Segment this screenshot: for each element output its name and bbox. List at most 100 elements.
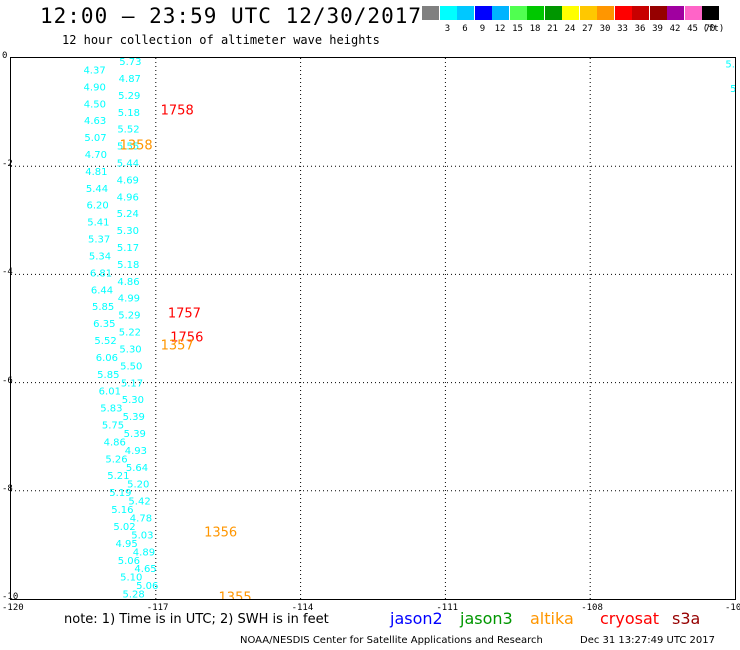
wave-height-value: 5.02 bbox=[113, 522, 135, 533]
wave-height-value: 4.96 bbox=[117, 192, 139, 203]
color-swatch bbox=[439, 6, 457, 20]
wave-height-value: 5.41 bbox=[87, 218, 109, 229]
wave-height-value: 6.01 bbox=[99, 387, 121, 398]
lat-tick-label: -10 bbox=[2, 592, 19, 602]
wave-height-value: 5.50 bbox=[120, 361, 142, 372]
wave-height-value: 5.06 bbox=[136, 581, 158, 592]
color-scale-label: 36 bbox=[634, 24, 646, 34]
wave-height-value: 5.18 bbox=[117, 260, 139, 271]
legend-jason3: jason3 bbox=[460, 609, 513, 628]
wave-height-value: 6.44 bbox=[91, 285, 113, 296]
wave-height-value: 4.78 bbox=[130, 514, 152, 525]
color-swatch bbox=[684, 6, 702, 20]
wave-height-value: 5.20 bbox=[127, 480, 149, 491]
wave-height-value: 4.90 bbox=[84, 82, 106, 93]
wave-height-value: 5.07 bbox=[84, 133, 106, 144]
wave-height-value: 5.55 bbox=[117, 142, 139, 153]
wave-height-value: 5.83 bbox=[100, 404, 122, 415]
wave-height-value: 4.86 bbox=[104, 437, 126, 448]
color-scale-label: 21 bbox=[547, 24, 558, 34]
wave-height-value: 5.73 bbox=[119, 58, 141, 68]
wave-height-value: 5.17 bbox=[121, 378, 143, 389]
color-swatch bbox=[579, 6, 597, 20]
wave-height-value: 5.85 bbox=[97, 370, 119, 381]
wave-height-value: 5.17 bbox=[117, 243, 139, 254]
wave-height-value: 4.65 bbox=[134, 564, 156, 575]
wave-height-value: 6.06 bbox=[96, 353, 118, 364]
wave-height-value: 5.52 bbox=[94, 336, 116, 347]
wave-height-value: 5.10 bbox=[120, 573, 142, 584]
wave-height-value: 5.34 bbox=[89, 251, 111, 262]
color-scale-label: 27 bbox=[582, 24, 593, 34]
color-swatch bbox=[667, 6, 684, 20]
wave-height-value: 4.89 bbox=[133, 547, 155, 558]
color-swatch bbox=[492, 6, 509, 20]
wave-height-value: 4.87 bbox=[119, 74, 141, 85]
wave-height-value: 5.52 bbox=[117, 125, 139, 136]
pass-time-label: 1758 bbox=[161, 103, 194, 118]
wave-height-value: 5.39 bbox=[124, 429, 146, 440]
lon-tick-label: -120 bbox=[2, 603, 24, 613]
pass-time-label: 1756 bbox=[170, 331, 203, 346]
lat-tick-label: -4 bbox=[2, 267, 13, 278]
wave-height-value: 4.70 bbox=[85, 150, 107, 161]
wave-height-value: 5.22 bbox=[119, 328, 141, 339]
wave-height-value: 4.81 bbox=[85, 167, 107, 178]
page-title: 12:00 — 23:59 UTC 12/30/2017 bbox=[40, 4, 423, 28]
color-scale-label: 15 bbox=[512, 24, 523, 34]
color-swatch bbox=[597, 6, 614, 20]
color-scale-label: 45 bbox=[687, 24, 698, 34]
wave-height-value: 4.41 bbox=[83, 58, 105, 60]
wave-height-value: 5.06 bbox=[118, 556, 140, 567]
lon-tick-label: -114 bbox=[291, 603, 314, 613]
wave-height-value: 5.06 bbox=[725, 59, 735, 70]
wave-height-value: 4.99 bbox=[118, 294, 140, 305]
lon-tick-label: -111 bbox=[436, 603, 459, 613]
legend-s3a: s3a bbox=[672, 609, 701, 628]
wave-height-value: 5.18 bbox=[118, 108, 140, 119]
lat-tick-label: -6 bbox=[2, 375, 13, 386]
footnote: note: 1) Time is in UTC; 2) SWH is in fe… bbox=[64, 612, 329, 627]
color-scale-label: 39 bbox=[652, 24, 663, 34]
wave-height-value: 6.81 bbox=[90, 268, 112, 279]
color-scale-label: 70 bbox=[704, 24, 716, 34]
pass-time-label: 1757 bbox=[168, 306, 201, 321]
color-swatch bbox=[474, 6, 492, 20]
wave-height-value: 5.64 bbox=[126, 463, 148, 474]
lon-tick-label: -108 bbox=[581, 603, 603, 613]
color-swatch bbox=[527, 6, 544, 20]
wave-height-value: 5.42 bbox=[128, 497, 150, 508]
wave-height-value: 5.30 bbox=[122, 395, 144, 406]
color-scale-label: 6 bbox=[462, 24, 468, 34]
wave-height-value: 5.30 bbox=[119, 344, 141, 355]
wave-height-value: 6.20 bbox=[86, 201, 108, 212]
color-scale-label: 12 bbox=[494, 24, 506, 34]
wave-height-value: 5.03 bbox=[131, 530, 153, 541]
wave-height-value: 4.63 bbox=[84, 116, 106, 127]
wave-height-value: 4.93 bbox=[125, 446, 147, 457]
color-swatch bbox=[702, 6, 719, 20]
color-scale-label: 9 bbox=[479, 24, 486, 34]
wave-height-value: 5.44 bbox=[117, 158, 139, 169]
wave-height-value: 5.16 bbox=[111, 505, 133, 516]
color-scale-label: 30 bbox=[599, 24, 611, 34]
color-scale-label: 42 bbox=[669, 24, 681, 34]
map-panel: 4.41 5.73 4.37 4.87 4.90 5.29 4.50 5.18 4.63 5.52… bbox=[10, 49, 740, 605]
wave-height-value: 5.75 bbox=[102, 421, 124, 432]
lon-tick-label: -105 bbox=[725, 603, 740, 613]
wave-height-value: 6.35 bbox=[93, 319, 115, 330]
altimeter-map: 4.41 5.73 4.37 4.87 4.90 5.29 4.50 5.18 4.63 5.52… bbox=[11, 49, 740, 605]
wave-height-value: 5.37 bbox=[88, 235, 110, 246]
lon-tick-label: -117 bbox=[146, 603, 169, 613]
color-scale-label: 33 bbox=[617, 24, 628, 34]
pass-time-label: 1357 bbox=[161, 339, 194, 354]
credit-line: NOAA/NESDIS Center for Satellite Applica… bbox=[240, 635, 543, 646]
wave-height-value: 4.95 bbox=[116, 539, 138, 550]
color-scale-label: 3 bbox=[444, 24, 451, 34]
color-scale-unit: (ft) bbox=[702, 24, 725, 34]
color-swatch bbox=[422, 6, 439, 20]
lat-tick-label: -2 bbox=[2, 159, 13, 170]
legend-altika: altika bbox=[530, 609, 574, 628]
wave-height-value: 4.37 bbox=[83, 65, 105, 76]
color-swatch bbox=[649, 6, 667, 20]
